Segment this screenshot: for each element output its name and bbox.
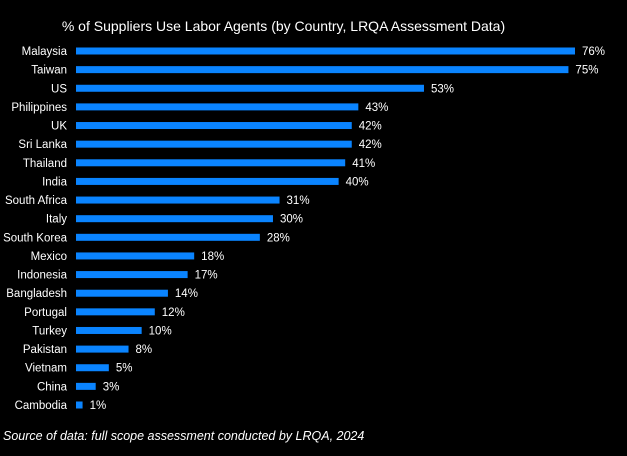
value-label: 40%: [346, 176, 369, 188]
value-label: 75%: [575, 65, 598, 77]
bar-south-africa: [76, 196, 280, 204]
bar-malaysia: [76, 47, 575, 55]
value-label: 28%: [267, 232, 290, 244]
bar-vietnam: [76, 364, 109, 372]
value-label: 42%: [359, 121, 382, 133]
value-label: 12%: [162, 307, 185, 319]
source-footnote: Source of data: full scope assessment co…: [3, 429, 365, 443]
value-label: 18%: [201, 251, 224, 263]
bar-bangladesh: [76, 289, 168, 297]
value-label: 14%: [175, 288, 198, 300]
category-label: Portugal: [24, 307, 67, 319]
value-label: 1%: [90, 400, 107, 412]
value-label: 76%: [582, 46, 605, 58]
value-label: 3%: [103, 381, 120, 393]
category-label: Sri Lanka: [18, 139, 67, 151]
value-label: 10%: [149, 325, 172, 337]
category-label: UK: [51, 121, 67, 133]
category-label: Indonesia: [17, 270, 67, 282]
value-label: 53%: [431, 83, 454, 95]
value-label: 31%: [287, 195, 310, 207]
bar-india: [76, 177, 339, 185]
bar-taiwan: [76, 66, 569, 74]
bar-china: [76, 382, 96, 390]
chart-title: % of Suppliers Use Labor Agents (by Coun…: [61, 18, 506, 34]
category-label: Italy: [46, 214, 67, 226]
category-label: China: [37, 381, 68, 393]
bar-pakistan: [76, 345, 129, 353]
category-label: Malaysia: [22, 46, 68, 58]
value-label: 42%: [359, 139, 382, 151]
bar-us: [76, 84, 424, 92]
category-label: Taiwan: [31, 65, 67, 77]
bar-philippines: [76, 103, 359, 111]
category-label: Mexico: [31, 251, 67, 263]
bar-uk: [76, 122, 352, 130]
category-label: Turkey: [32, 325, 67, 337]
value-label: 8%: [136, 344, 153, 356]
category-label: Thailand: [23, 158, 67, 170]
bar-turkey: [76, 326, 142, 334]
value-label: 5%: [116, 363, 133, 375]
value-label: 41%: [352, 158, 375, 170]
bar-thailand: [76, 159, 346, 167]
category-label: US: [51, 83, 67, 95]
bar-indonesia: [76, 271, 188, 279]
bar-mexico: [76, 252, 195, 260]
value-label: 30%: [280, 214, 303, 226]
category-label: Vietnam: [25, 363, 67, 375]
bar-portugal: [76, 308, 155, 316]
bar-italy: [76, 215, 273, 223]
category-label: India: [42, 176, 68, 188]
category-label: South Korea: [3, 232, 68, 244]
category-label: Bangladesh: [6, 288, 67, 300]
category-label: Philippines: [11, 102, 67, 114]
value-label: 17%: [195, 270, 218, 282]
category-label: Pakistan: [23, 344, 67, 356]
bar-sri-lanka: [76, 140, 352, 148]
category-label: South Africa: [5, 195, 68, 207]
bar-cambodia: [76, 401, 83, 409]
value-label: 43%: [365, 102, 388, 114]
category-label: Cambodia: [15, 400, 68, 412]
bar-south-korea: [76, 233, 260, 241]
